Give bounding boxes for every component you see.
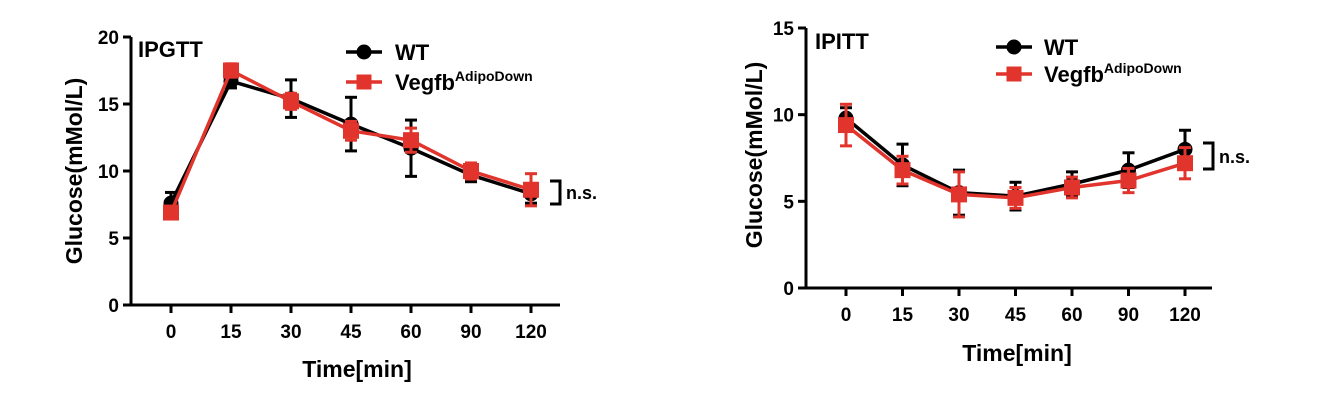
y-axis-ticks: 0 5 10 15 20: [98, 28, 131, 317]
y-tick-label: 15: [773, 19, 795, 40]
data-point: [163, 204, 179, 221]
x-tick-label: 60: [400, 322, 421, 343]
x-tick-label: 45: [1005, 305, 1027, 326]
y-tick-label: 5: [108, 229, 119, 250]
x-tick-label: 60: [1061, 305, 1082, 326]
legend-label: WT: [395, 40, 430, 65]
x-axis-title: Time[min]: [962, 340, 1071, 366]
y-axis-title: Glucose(mMol/L): [61, 78, 87, 265]
legend-item-wt: WT: [346, 40, 430, 65]
chart-ipitt: 0 5 10 15 0 15 30 45 60 90 120 IPITT Time[min] Gl…: [741, 19, 1250, 366]
chart-title: IPITT: [815, 29, 869, 54]
x-tick-label: 15: [892, 305, 914, 326]
y-tick-label: 0: [108, 296, 119, 317]
legend-label: VegfbAdipoDown: [395, 68, 533, 95]
data-point: [951, 186, 967, 203]
legend-marker-circle: [356, 44, 372, 60]
x-tick-label: 30: [280, 322, 301, 343]
x-axis-ticks: 0 15 30 45 60 90 120: [166, 305, 547, 343]
legend-label-main: Vegfb: [395, 70, 455, 95]
y-tick-label: 10: [98, 162, 119, 183]
data-point: [223, 62, 239, 79]
y-tick-label: 10: [773, 106, 794, 127]
y-tick-label: 15: [98, 95, 120, 116]
data-point: [403, 132, 419, 149]
legend-label-superscript: AdipoDown: [455, 68, 533, 84]
legend-item-vegfb: VegfbAdipoDown: [996, 60, 1182, 87]
x-tick-label: 0: [841, 305, 852, 326]
x-tick-label: 120: [515, 322, 547, 343]
legend-label: WT: [1044, 35, 1079, 60]
legend-item-vegfb: VegfbAdipoDown: [346, 68, 533, 95]
significance-bracket: n.s.: [1203, 141, 1250, 171]
data-point: [283, 93, 299, 110]
series-layer: [163, 62, 539, 221]
x-tick-label: 30: [948, 305, 969, 326]
legend-marker-circle: [1006, 39, 1022, 55]
x-tick-label: 90: [460, 322, 481, 343]
data-point: [523, 181, 539, 198]
data-point: [343, 122, 359, 139]
y-axis-title: Glucose(mMol/L): [741, 62, 767, 249]
data-point: [838, 117, 854, 134]
x-tick-label: 120: [1169, 305, 1201, 326]
x-tick-label: 0: [166, 322, 177, 343]
data-point: [1064, 179, 1080, 196]
data-point: [1177, 155, 1193, 172]
data-point: [1007, 189, 1024, 206]
x-axis-ticks: 0 15 30 45 60 90 120: [841, 288, 1201, 326]
bracket-line: [1203, 141, 1215, 171]
legend-label-superscript: AdipoDown: [1104, 60, 1182, 76]
legend-marker-square: [356, 74, 372, 90]
legend-label-main: Vegfb: [1044, 62, 1104, 87]
legend: WT VegfbAdipoDown: [996, 35, 1182, 87]
data-point: [1120, 172, 1137, 189]
data-point: [463, 163, 479, 179]
y-axis-ticks: 0 5 10 15: [773, 19, 806, 300]
y-tick-label: 0: [783, 279, 794, 300]
ns-label: n.s.: [566, 183, 597, 203]
chart-title: IPGTT: [138, 37, 203, 62]
x-tick-label: 90: [1118, 305, 1139, 326]
x-axis-title: Time[min]: [302, 356, 411, 382]
significance-bracket: n.s.: [550, 179, 597, 206]
legend-marker-square: [1006, 66, 1022, 82]
series-layer: [838, 102, 1193, 219]
data-point: [894, 162, 911, 179]
legend-item-wt: WT: [996, 35, 1079, 60]
x-tick-label: 15: [220, 322, 242, 343]
legend: WT VegfbAdipoDown: [346, 40, 533, 95]
series-vegfb: [838, 102, 1193, 219]
legend-label: VegfbAdipoDown: [1044, 60, 1182, 87]
ns-label: n.s.: [1219, 147, 1250, 167]
bracket-line: [550, 179, 562, 206]
y-tick-label: 20: [98, 28, 119, 49]
y-tick-label: 5: [783, 192, 794, 213]
x-tick-label: 45: [340, 322, 362, 343]
series-vegfb: [163, 62, 539, 221]
